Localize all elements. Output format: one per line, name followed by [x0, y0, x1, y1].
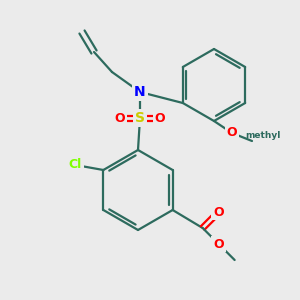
Text: O: O: [213, 206, 224, 218]
Text: O: O: [115, 112, 125, 124]
Text: S: S: [135, 111, 145, 125]
Text: O: O: [227, 127, 237, 140]
Text: O: O: [155, 112, 165, 124]
Text: N: N: [134, 85, 146, 99]
Text: O: O: [213, 238, 224, 250]
Text: methyl: methyl: [245, 130, 280, 140]
Text: Cl: Cl: [69, 158, 82, 172]
